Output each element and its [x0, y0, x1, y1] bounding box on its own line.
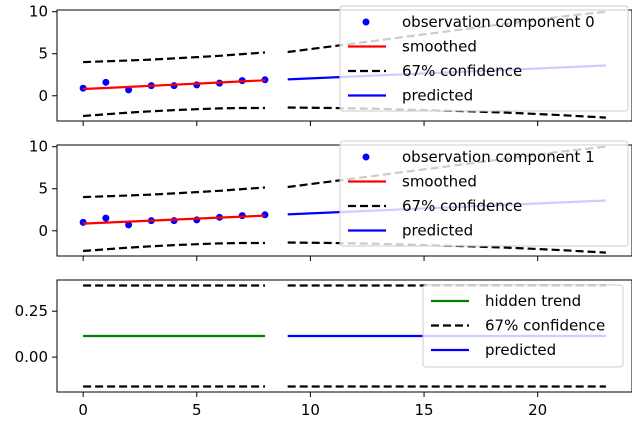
smoothed-line: [83, 79, 266, 91]
y-tick-label: 0: [38, 87, 48, 105]
observation-point: [125, 221, 133, 229]
legend-label: hidden trend: [485, 292, 581, 310]
observation-point: [79, 218, 87, 226]
smoothed-line: [83, 214, 266, 225]
y-tick-label: 0.25: [15, 302, 48, 320]
x-tick-label: 0: [78, 401, 88, 419]
legend-label: 67% confidence: [485, 317, 605, 335]
legend-marker: [362, 18, 370, 26]
legend-label: observation component 1: [402, 148, 595, 166]
x-tick-label: 15: [414, 401, 433, 419]
x-tick-label: 5: [192, 401, 202, 419]
panel-2: 0.00 0.25 0 5 10 15 20: [15, 279, 632, 419]
y-tick-label: 10: [29, 138, 48, 156]
legend-label: observation component 0: [402, 13, 595, 31]
confidence-bound-line: [83, 241, 265, 253]
observation-point: [102, 214, 110, 222]
legend-label: predicted: [485, 341, 556, 359]
legend-box: [339, 5, 629, 112]
y-tick-label: 0: [38, 222, 48, 240]
observation-point: [102, 78, 110, 86]
confidence-bound-line: [83, 186, 266, 199]
legend-marker: [362, 153, 370, 161]
legend-label: predicted: [402, 87, 473, 105]
y-tick-label: 0.00: [15, 348, 48, 366]
x-tick-label: 10: [301, 401, 320, 419]
legend-2: hidden trend 67% confidence predicted: [422, 284, 624, 368]
x-tick-label: 20: [528, 401, 547, 419]
legend-0: observation component 0 smoothed 67% confi…: [339, 5, 629, 112]
y-tick-label: 5: [38, 45, 48, 63]
legend-label: 67% confidence: [402, 197, 522, 215]
legend-label: smoothed: [402, 173, 477, 191]
legend-1: observation component 1 smoothed 67% confi…: [339, 140, 629, 247]
legend-box: [339, 140, 629, 247]
observation-point: [125, 86, 133, 94]
legend-label: 67% confidence: [402, 62, 522, 80]
axes-frame: [56, 279, 632, 393]
legend-label: smoothed: [402, 38, 477, 56]
y-tick-label: 5: [38, 180, 48, 198]
observation-point: [193, 216, 201, 224]
y-tick-label: 10: [29, 3, 48, 21]
confidence-bound-line: [83, 51, 266, 64]
legend-label: predicted: [402, 222, 473, 240]
legend-box: [422, 284, 624, 368]
confidence-bound-line: [83, 106, 265, 118]
